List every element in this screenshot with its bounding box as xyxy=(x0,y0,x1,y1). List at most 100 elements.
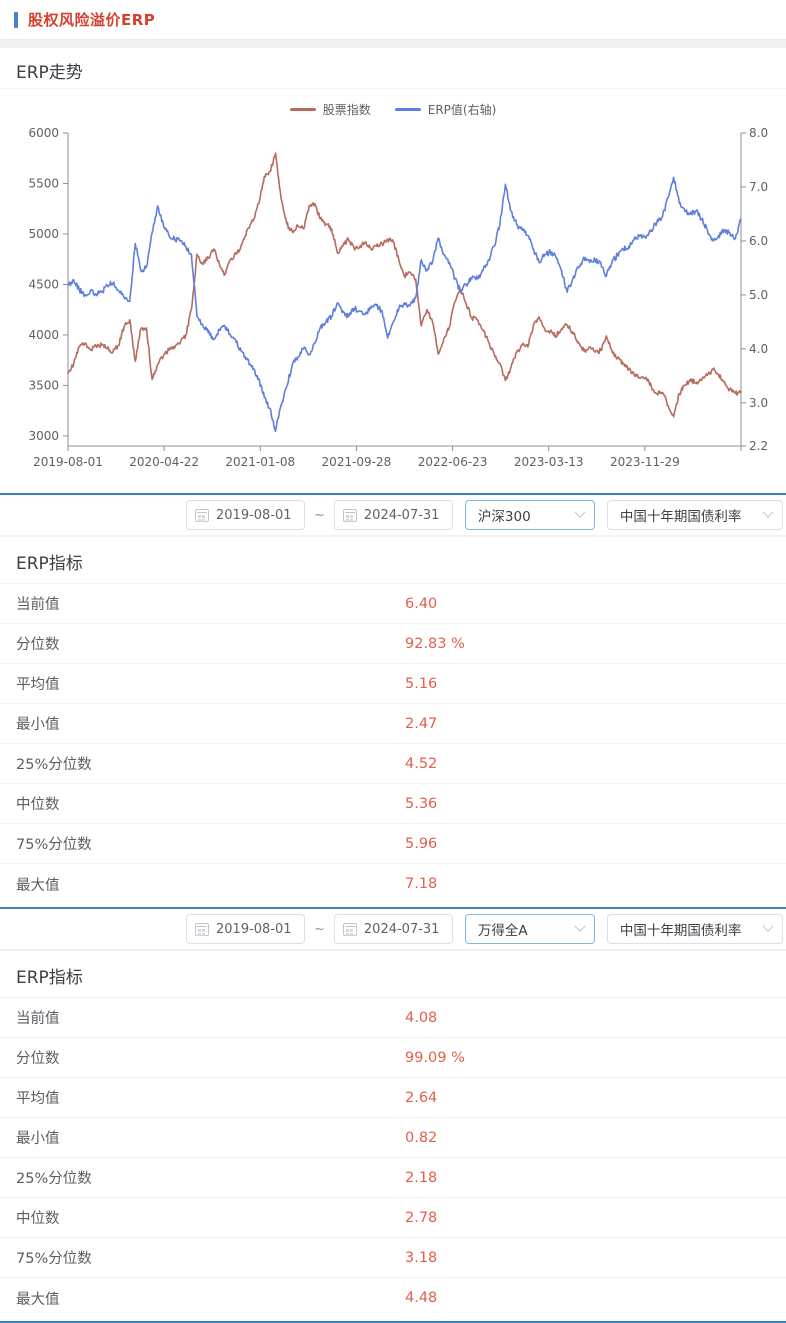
index-select-1[interactable]: 沪深300 xyxy=(464,500,595,530)
end-date-picker-1[interactable]: 2024-07-31 xyxy=(333,500,453,530)
index-select-value-1: 沪深300 xyxy=(477,509,531,525)
table-row: 最小值 2.47 xyxy=(0,704,786,744)
page-header: 股权风险溢价ERP xyxy=(0,0,786,40)
filter-row-1: 2019-08-01 ~ 2024-07-31 沪深300 中国十年期国债利率 xyxy=(0,495,786,535)
section-gap xyxy=(0,535,786,537)
svg-text:4000: 4000 xyxy=(28,328,59,342)
erp-metrics-card-1: ERP指标 当前值 6.40 分位数 92.83 % 平均值 5.16 最小值 … xyxy=(0,537,786,907)
svg-text:7.0: 7.0 xyxy=(749,180,768,194)
svg-text:4.0: 4.0 xyxy=(749,342,768,356)
table-row: 分位数 99.09 % xyxy=(0,1038,786,1078)
start-date-picker-2[interactable]: 2019-08-01 xyxy=(186,914,305,944)
metric-value: 5.96 xyxy=(405,835,438,852)
index-select-value-2: 万得全A xyxy=(477,923,528,939)
end-date-picker-2[interactable]: 2024-07-31 xyxy=(333,914,453,944)
svg-text:5500: 5500 xyxy=(28,176,59,190)
filter-row-2: 2019-08-01 ~ 2024-07-31 万得全A 中国十年期国债利率 xyxy=(0,909,786,949)
table-row: 75%分位数 5.96 xyxy=(0,824,786,864)
start-date-value-1: 2019-08-01 xyxy=(216,507,292,523)
svg-text:3.0: 3.0 xyxy=(749,396,768,410)
svg-text:2.2: 2.2 xyxy=(749,439,768,453)
metric-value: 99.09 % xyxy=(405,1049,465,1066)
metrics-title-row-2: ERP指标 xyxy=(0,951,786,998)
svg-text:6.0: 6.0 xyxy=(749,234,768,248)
erp-line-swatch xyxy=(394,107,421,111)
metric-value: 4.48 xyxy=(405,1290,438,1306)
metrics-title-1: ERP指标 xyxy=(16,554,83,574)
metric-label: 分位数 xyxy=(16,1051,60,1067)
calendar-icon xyxy=(342,922,357,936)
metric-label: 中位数 xyxy=(16,1211,60,1227)
table-row: 25%分位数 4.52 xyxy=(0,744,786,784)
table-row: 当前值 6.40 xyxy=(0,584,786,624)
table-row: 最小值 0.82 xyxy=(0,1118,786,1158)
table-row: 当前值 4.08 xyxy=(0,998,786,1038)
metric-label: 当前值 xyxy=(16,1011,60,1027)
trend-title-row: ERP走势 xyxy=(0,48,786,89)
metric-value: 4.08 xyxy=(405,1009,438,1026)
metric-label: 最小值 xyxy=(16,1131,60,1147)
erp-trend-chart[interactable]: 6000 5500 5000 4500 4000 3500 3000 8.0 7.0 6.0 5.0… xyxy=(0,121,786,476)
table-row: 25%分位数 2.18 xyxy=(0,1158,786,1198)
chart-legend: 股票指数 ERP值(右轴) xyxy=(0,97,786,121)
legend-item-erp-value[interactable]: ERP值(右轴) xyxy=(394,101,497,118)
metrics-title-row-1: ERP指标 xyxy=(0,537,786,584)
svg-text:3000: 3000 xyxy=(28,429,59,443)
metric-value: 2.64 xyxy=(405,1089,438,1106)
svg-text:2021-01-08: 2021-01-08 xyxy=(225,455,295,469)
rate-select-2[interactable]: 中国十年期国债利率 xyxy=(606,914,783,944)
rate-select-value-1: 中国十年期国债利率 xyxy=(619,509,742,525)
rate-select-1[interactable]: 中国十年期国债利率 xyxy=(606,500,783,530)
metric-label: 25%分位数 xyxy=(16,1171,92,1187)
metrics-title-2: ERP指标 xyxy=(16,968,83,988)
table-row: 最大值 7.18 xyxy=(0,864,786,904)
svg-text:6000: 6000 xyxy=(28,126,59,140)
table-row: 平均值 5.16 xyxy=(0,664,786,704)
metric-label: 平均值 xyxy=(16,677,60,693)
calendar-icon xyxy=(195,922,209,936)
metric-value: 4.52 xyxy=(405,755,438,772)
svg-text:5.0: 5.0 xyxy=(749,288,768,302)
metric-value: 92.83 % xyxy=(405,635,465,652)
trend-title: ERP走势 xyxy=(16,63,83,83)
blue-divider-top-2 xyxy=(0,907,786,909)
start-date-value-2: 2019-08-01 xyxy=(216,921,292,937)
metric-value: 5.16 xyxy=(405,675,438,692)
section-gap xyxy=(0,949,786,951)
line-chart-canvas[interactable]: 6000 5500 5000 4500 4000 3500 3000 8.0 7.0 6.0 5.0… xyxy=(0,121,786,476)
chevron-down-icon xyxy=(762,506,774,518)
blue-divider-bottom xyxy=(0,1321,786,1323)
page-title: 股权风险溢价ERP xyxy=(28,11,156,29)
svg-text:2023-11-29: 2023-11-29 xyxy=(610,455,680,469)
index-select-2[interactable]: 万得全A xyxy=(464,914,595,944)
metric-label: 中位数 xyxy=(16,797,60,813)
metric-label: 最小值 xyxy=(16,717,60,733)
blue-divider-top-1 xyxy=(0,493,786,495)
metric-value: 6.40 xyxy=(405,595,438,612)
metric-value: 7.18 xyxy=(405,876,438,892)
svg-text:3500: 3500 xyxy=(28,378,59,392)
section-gap xyxy=(0,40,786,48)
legend-label-erp-value: ERP值(右轴) xyxy=(427,102,497,117)
metric-value: 2.18 xyxy=(405,1169,438,1186)
start-date-picker-1[interactable]: 2019-08-01 xyxy=(186,500,305,530)
table-row: 75%分位数 3.18 xyxy=(0,1238,786,1278)
legend-item-stock-index[interactable]: 股票指数 xyxy=(289,101,371,118)
date-range-separator-2: ~ xyxy=(314,921,325,937)
svg-text:2022-06-23: 2022-06-23 xyxy=(418,455,488,469)
svg-text:5000: 5000 xyxy=(28,227,59,241)
metric-value: 5.36 xyxy=(405,795,438,812)
calendar-icon xyxy=(342,508,357,522)
metric-value: 2.78 xyxy=(405,1209,438,1226)
metric-label: 25%分位数 xyxy=(16,757,92,773)
svg-text:2020-04-22: 2020-04-22 xyxy=(129,455,199,469)
metric-value: 0.82 xyxy=(405,1129,438,1146)
table-row: 分位数 92.83 % xyxy=(0,624,786,664)
metric-label: 75%分位数 xyxy=(16,837,92,853)
rate-select-value-2: 中国十年期国债利率 xyxy=(619,923,742,939)
chevron-down-icon xyxy=(762,920,774,932)
metric-label: 75%分位数 xyxy=(16,1251,92,1267)
chevron-down-icon xyxy=(574,506,586,518)
end-date-value-1: 2024-07-31 xyxy=(363,507,440,523)
svg-text:4500: 4500 xyxy=(28,277,59,291)
